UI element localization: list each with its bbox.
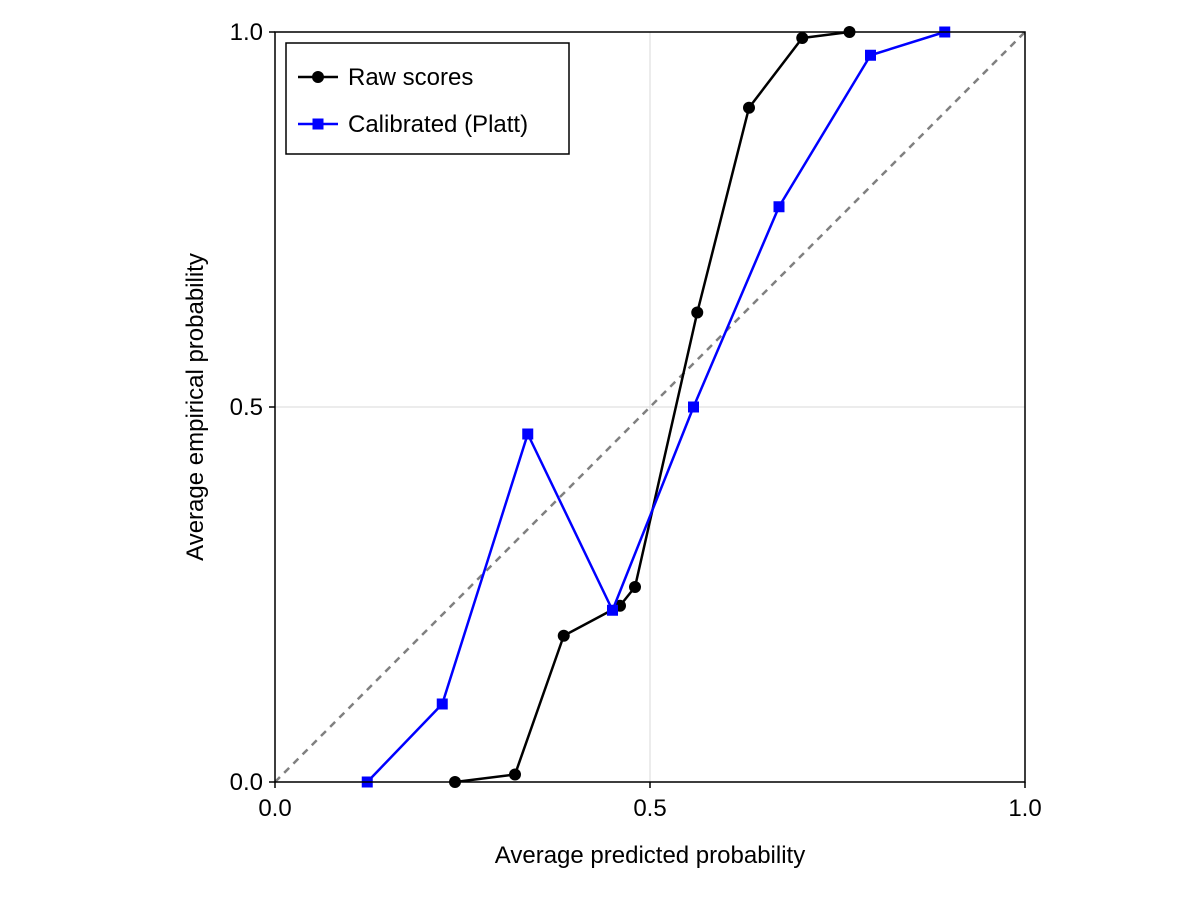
- series-0-point-4: [629, 581, 641, 593]
- series-1-point-5: [773, 201, 785, 213]
- legend-marker-1: [312, 118, 324, 130]
- series-0-point-1: [509, 768, 521, 781]
- series-1-point-2: [522, 428, 534, 440]
- y-tick-label-0: 0.0: [230, 769, 263, 796]
- series-layer: [361, 26, 951, 788]
- legend-label-1: Calibrated (Platt): [348, 111, 528, 138]
- legend-label-0: Raw scores: [348, 64, 473, 91]
- legend-box: [285, 42, 570, 155]
- series-0-point-2: [557, 629, 570, 642]
- x-tick-label-0: 0.0: [258, 795, 291, 822]
- series-0-point-7: [796, 32, 809, 44]
- x-tick-label-1: 0.5: [633, 795, 666, 822]
- tick-layer: 0.0 0.5 1.0 0.0 0.5 1.0: [230, 19, 1042, 822]
- series-line-1: [366, 30, 946, 783]
- x-axis-label: Average predicted probability: [495, 842, 805, 869]
- series-0-point-6: [743, 101, 755, 114]
- series-1-point-4: [688, 401, 699, 413]
- y-tick-label-1: 0.5: [230, 394, 263, 421]
- series-0-point-5: [691, 306, 704, 319]
- series-1-point-3: [607, 604, 618, 616]
- y-tick-label-2: 1.0: [230, 19, 263, 46]
- legend-marker-0: [312, 71, 324, 83]
- legend: Raw scores Calibrated (Platt): [285, 42, 570, 155]
- series-1-point-6: [865, 49, 876, 61]
- series-0: [449, 26, 856, 788]
- series-1-point-1: [436, 698, 448, 710]
- x-tick-label-2: 1.0: [1008, 795, 1041, 822]
- y-axis-label: Average empirical probability: [182, 253, 209, 561]
